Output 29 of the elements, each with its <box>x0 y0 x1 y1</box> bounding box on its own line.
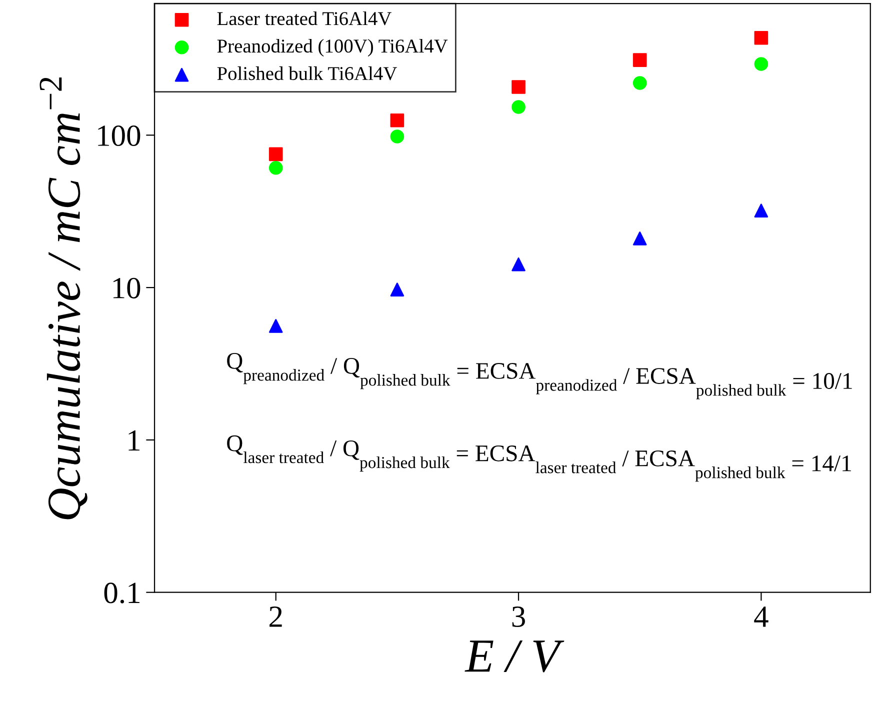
point <box>632 53 647 67</box>
point <box>268 160 283 175</box>
x-tick-label: 4 <box>754 606 768 627</box>
x-tick-label: 3 <box>512 606 525 628</box>
point <box>754 30 768 45</box>
point <box>390 282 404 296</box>
x-axis-title: E / V <box>464 640 564 672</box>
y-axis-title: Qcumulative / mC cm$^{−2}$ <box>40 78 88 520</box>
point <box>268 147 283 162</box>
text: Qlaser treated / Qpolished bulk = ECSAlaser treated / ECSApolished bulk = 14/1 <box>227 435 851 482</box>
point <box>512 257 526 272</box>
point <box>512 80 526 94</box>
y-tick-label: 10 <box>113 278 140 298</box>
y-tick-label: 0.1 <box>104 582 140 604</box>
point <box>512 100 526 114</box>
point <box>632 232 647 246</box>
y-tick-label: 100 <box>98 125 140 146</box>
legend-label: Preanodized (100V) Ti6Al4V <box>217 38 448 57</box>
legend-label: Polished bulk Ti6Al4V <box>217 66 397 80</box>
x-tick-label: 2 <box>270 606 282 627</box>
point <box>390 130 404 144</box>
point <box>754 57 768 71</box>
legend-label: Laser treated Ti6Al4V <box>217 11 392 26</box>
point <box>754 204 768 218</box>
point <box>268 319 283 333</box>
text: Qpreanodized / Qpolished bulk = ECSApreanodized / ECSApolished bulk = 10/1 <box>227 352 852 400</box>
point <box>390 113 404 128</box>
y-tick-label: 1 <box>128 430 140 451</box>
point <box>632 76 647 90</box>
